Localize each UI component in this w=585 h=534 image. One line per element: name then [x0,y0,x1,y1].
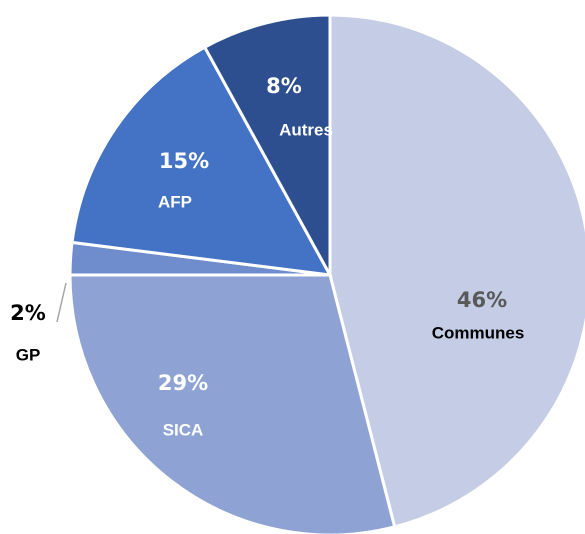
data-label: 46% [457,288,507,312]
data-label: 29% [158,371,208,395]
pie-slice [70,45,333,277]
leader-line [56,282,67,323]
category-label: Communes [432,323,525,342]
category-label: GP [16,345,41,364]
data-label: 8% [266,74,302,98]
category-label: SICA [163,420,204,439]
pie-slice [202,13,332,276]
category-label: Autres [279,120,333,139]
pie-slice [328,13,585,529]
pie-slice [68,273,397,534]
data-label: 15% [159,149,209,173]
category-label: AFP [158,192,192,211]
data-label: 2% [10,301,46,325]
